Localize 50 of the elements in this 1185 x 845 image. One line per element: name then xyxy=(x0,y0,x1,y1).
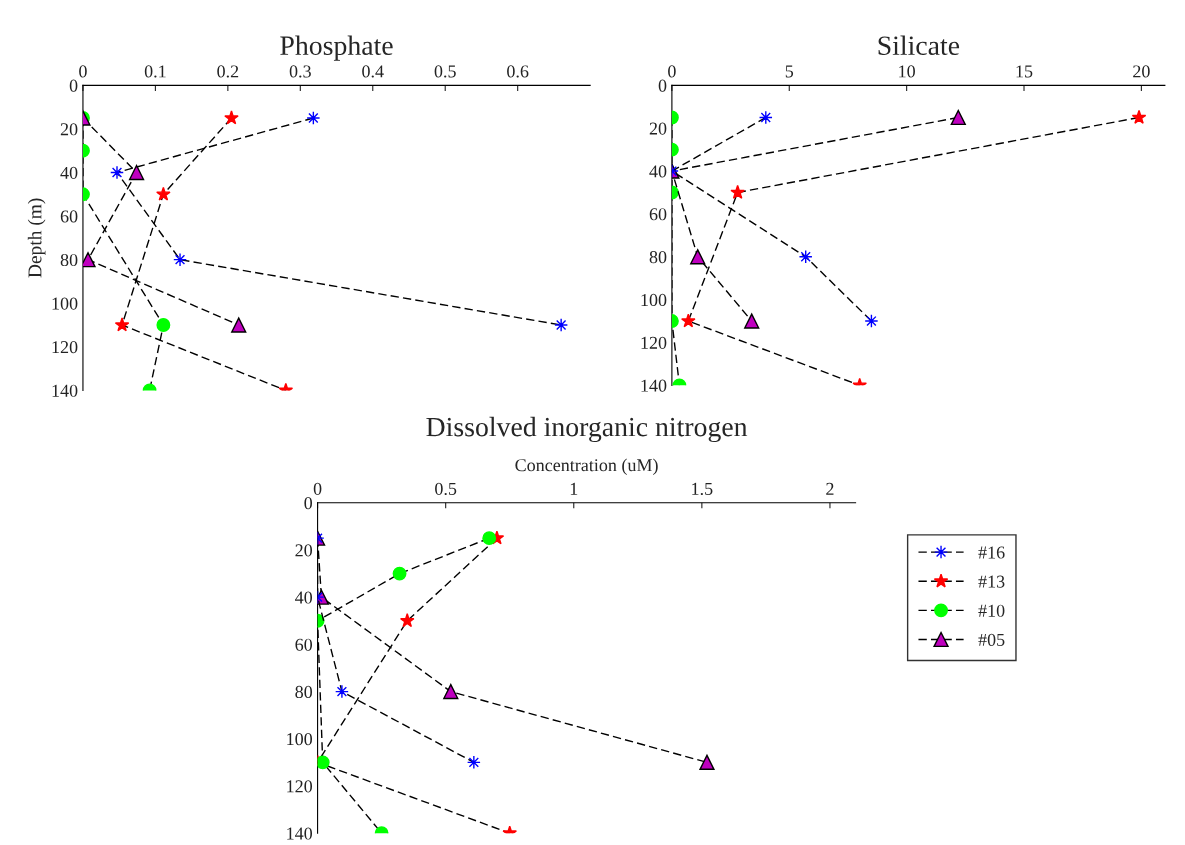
y-tick-label: 120 xyxy=(52,341,78,354)
y-tick-label: 60 xyxy=(60,210,78,223)
y-tick-label: 120 xyxy=(641,336,667,349)
x-axis-title: Concentration (uM) xyxy=(515,458,658,475)
legend-label: #05 xyxy=(978,633,1005,646)
x-tick-label: 10 xyxy=(899,65,915,78)
y-tick-label: 20 xyxy=(295,544,313,557)
legend-label: #13 xyxy=(978,575,1005,588)
y-tick-label: 0 xyxy=(658,79,667,92)
y-tick-label: 100 xyxy=(641,293,667,307)
x-tick-label: 0 xyxy=(668,65,676,78)
y-tick-label: 140 xyxy=(641,379,667,392)
y-tick-label: 40 xyxy=(295,591,313,604)
x-tick-label: 0.1 xyxy=(144,65,166,78)
y-tick-label: 80 xyxy=(649,251,667,264)
chart-title: Phosphate xyxy=(280,35,393,61)
x-tick-label: 5 xyxy=(785,65,794,78)
y-tick-label: 60 xyxy=(649,208,667,221)
y-tick-label: 100 xyxy=(287,733,313,746)
y-tick-label: 40 xyxy=(60,166,78,179)
x-tick-label: 1.5 xyxy=(692,482,713,496)
y-tick-label: 0 xyxy=(304,497,313,510)
y-tick-label: 20 xyxy=(649,122,667,135)
y-axis-title: Depth (m) xyxy=(27,198,46,278)
x-tick-label: 0.4 xyxy=(362,65,384,78)
y-tick-label: 80 xyxy=(295,685,313,699)
y-tick-label: 20 xyxy=(60,123,78,136)
x-tick-label: 0.3 xyxy=(289,65,311,78)
x-tick-label: 20 xyxy=(1133,65,1150,78)
x-tick-label: 1 xyxy=(570,482,578,495)
legend-label: #10 xyxy=(978,604,1005,617)
x-tick-label: 0.5 xyxy=(434,65,456,78)
x-tick-label: 0 xyxy=(79,65,87,78)
x-tick-label: 2 xyxy=(826,482,834,495)
x-tick-label: 0 xyxy=(313,482,322,495)
y-tick-label: 120 xyxy=(287,780,313,793)
y-tick-label: 80 xyxy=(60,253,78,267)
y-tick-label: 140 xyxy=(287,827,313,840)
y-tick-label: 140 xyxy=(52,384,78,397)
chart-title: Dissolved inorganic nitrogen xyxy=(426,416,748,443)
x-tick-label: 0.5 xyxy=(435,482,457,496)
x-tick-label: 0.6 xyxy=(507,65,529,78)
y-tick-label: 60 xyxy=(295,638,313,651)
y-tick-label: 0 xyxy=(69,79,78,92)
chart-title: Silicate xyxy=(878,35,960,56)
legend-label: #16 xyxy=(978,546,1005,559)
y-tick-label: 100 xyxy=(52,297,78,310)
x-tick-label: 15 xyxy=(1016,65,1033,78)
y-tick-label: 40 xyxy=(649,165,667,178)
x-tick-label: 0.2 xyxy=(217,65,239,78)
